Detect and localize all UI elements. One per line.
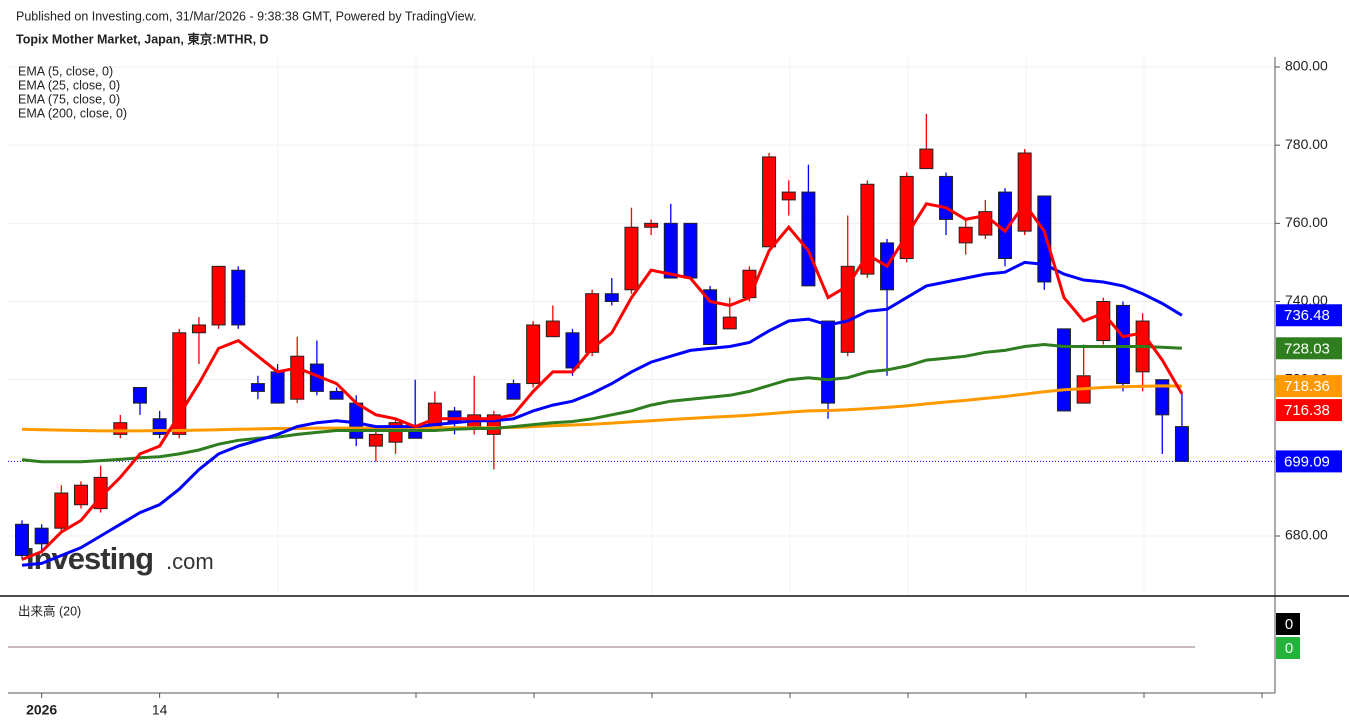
price-tag-label: 736.48 [1284,307,1330,324]
candle-body [113,422,128,435]
price-tag-label: 718.36 [1284,378,1330,395]
candle-body [54,492,69,529]
candle-body [545,320,560,338]
legend-entry: EMA (5, close, 0) [18,64,113,78]
y-tick-label: 800.00 [1285,58,1328,74]
candle-body [762,156,777,248]
volume-tag-label: 0 [1285,616,1293,633]
candle-body [506,383,521,400]
volume-tag-label: 0 [1285,640,1293,657]
candle-body [958,226,973,244]
legend-entry: EMA (25, close, 0) [18,78,120,92]
candle-body [1174,426,1189,462]
candle-body [349,402,364,439]
candle-body [211,265,226,326]
y-tick-label: 740.00 [1285,292,1328,308]
candle-body [683,222,698,279]
price-tag [1276,375,1342,398]
x-tick-label: 2026 [26,702,57,718]
price-tag [1276,337,1342,360]
candle-body [604,293,619,303]
ema-line [21,201,1184,561]
candle-body [368,433,383,447]
price-tag-label: 716.38 [1284,402,1330,419]
candle-body [73,484,88,506]
legend-entry: EMA (200, close, 0) [18,106,127,120]
instrument-title: Topix Mother Market, Japan, 東京:MTHR, D [16,31,269,46]
y-tick-label: 760.00 [1285,214,1328,230]
candle-body [34,527,49,545]
ema-line [21,342,1182,464]
candle-body [231,269,246,326]
candle-body [565,332,580,369]
y-tick-label: 680.00 [1285,527,1328,543]
volume-title: 出来高 (20) [18,603,81,618]
volume-tag [1276,613,1300,635]
candle-body [860,183,875,275]
watermark-suffix: .com [166,549,214,574]
candle-body [329,390,344,400]
published-note: Published on Investing.com, 31/Mar/2026 … [16,9,476,23]
candle-body [663,222,678,279]
candle-body [781,191,796,201]
candle-body [1017,152,1032,232]
candle-body [526,324,541,385]
candle-body [644,222,659,228]
volume-tag [1276,637,1300,659]
candle-body [1037,195,1052,283]
candle-body [1155,379,1170,416]
candle-body [624,226,639,291]
candle-body [821,320,836,404]
candle-body [1096,301,1111,342]
candle-body [1056,328,1071,412]
candle-body [172,332,187,435]
candle-body [15,523,29,557]
price-tag [1276,304,1342,327]
legend-entry: EMA (75, close, 0) [18,92,120,106]
candle-body [801,191,816,287]
price-tag [1276,450,1342,473]
x-tick-label: 14 [152,702,168,718]
candle-body [132,386,147,404]
candle-body [899,175,914,260]
time-ticks [277,693,1263,698]
candle-body [290,355,305,400]
candle-body [191,324,206,334]
candle-body [722,316,737,330]
candle-body [939,175,954,220]
y-tick-label: 780.00 [1285,136,1328,152]
candle-body [585,293,600,353]
candle-body [270,371,285,404]
candle-body [1115,304,1130,385]
candle-body [919,148,934,170]
ema-line [21,384,1182,433]
price-tag-label: 728.03 [1284,340,1330,357]
price-tag [1276,399,1342,422]
candle-body [250,383,265,392]
price-tag-label: 699.09 [1284,453,1330,470]
ema-line [21,260,1183,567]
plot-area [8,113,1275,567]
